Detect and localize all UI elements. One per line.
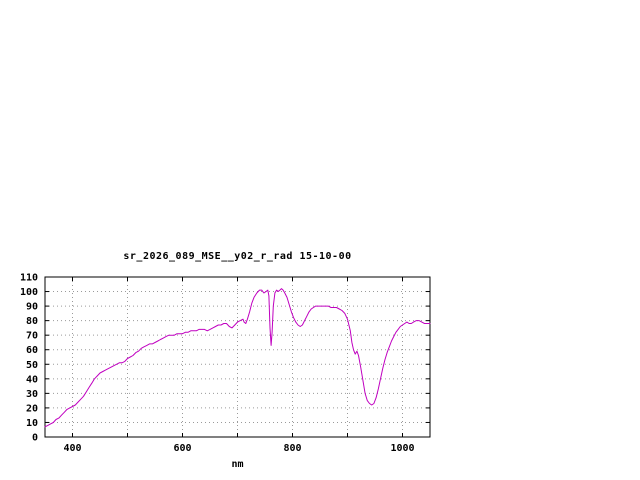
x-tick-label: 800	[283, 443, 301, 454]
y-tick-label: 70	[26, 331, 38, 342]
x-tick-label: 1000	[390, 443, 414, 454]
y-tick-label: 90	[26, 302, 38, 313]
y-tick-label: 10	[26, 418, 38, 429]
x-tick-label: 400	[63, 443, 81, 454]
y-tick-label: 100	[20, 287, 38, 298]
y-tick-label: 40	[26, 374, 38, 385]
y-tick-label: 60	[26, 345, 38, 356]
x-axis-label: nm	[231, 459, 244, 470]
y-tick-label: 20	[26, 403, 38, 414]
y-tick-label: 110	[20, 273, 38, 284]
y-tick-label: 50	[26, 360, 38, 371]
y-tick-label: 80	[26, 316, 38, 327]
y-tick-label: 0	[32, 433, 38, 444]
y-tick-label: 30	[26, 389, 38, 400]
chart-title: sr_2026_089_MSE__y02_r_rad 15-10-00	[123, 251, 352, 262]
radiance-curve	[44, 288, 431, 428]
x-tick-label: 600	[173, 443, 191, 454]
